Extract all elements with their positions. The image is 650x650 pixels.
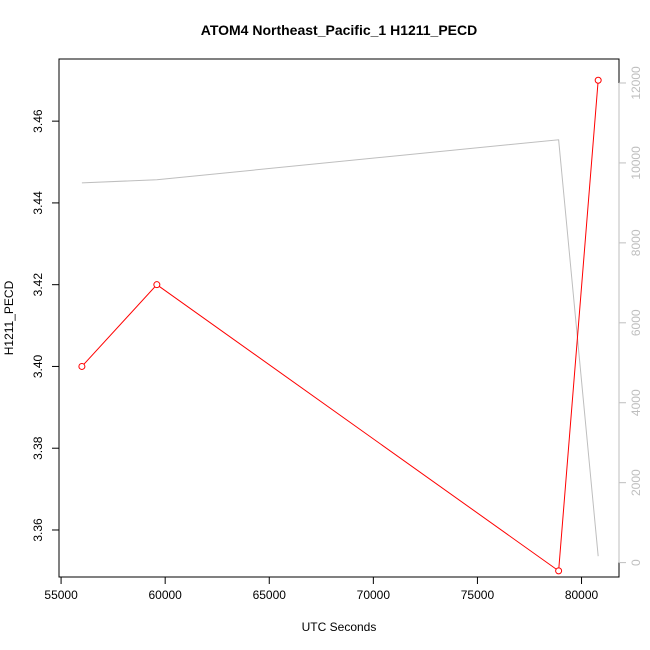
y-tick-label: 3.44 (31, 191, 45, 215)
series-layer (78, 76, 602, 575)
x-tick-label: 70000 (357, 588, 391, 602)
x-tick-label: 80000 (565, 588, 599, 602)
y-tick-label: 3.42 (31, 273, 45, 297)
y2-tick-label: 10000 (629, 146, 643, 180)
y-tick-label: 3.38 (31, 436, 45, 460)
data-point (594, 76, 602, 84)
x-axis: 55000 60000 65000 70000 75000 80000 (44, 576, 599, 602)
y-axis-right: 0 2000 4000 6000 8000 10000 12000 (618, 66, 643, 566)
x-tick-label: 65000 (253, 588, 287, 602)
x-tick-label: 75000 (461, 588, 495, 602)
y2-tick-label: 2000 (629, 469, 643, 496)
chart-title: ATOM4 Northeast_Pacific_1 H1211_PECD (201, 22, 478, 38)
y-axis-label: H1211_PECD (2, 280, 16, 355)
x-axis-label: UTC Seconds (302, 620, 377, 634)
y-tick-label: 3.46 (31, 109, 45, 133)
y-axis-left: 3.36 3.38 3.40 3.42 3.44 3.46 (31, 109, 60, 542)
y-tick-label: 3.40 (31, 354, 45, 378)
x-tick-label: 60000 (148, 588, 182, 602)
y2-tick-label: 8000 (629, 229, 643, 256)
y2-tick-label: 12000 (629, 66, 643, 100)
x-tick-label: 55000 (44, 588, 78, 602)
y2-tick-label: 6000 (629, 309, 643, 336)
series-line-left (81, 80, 599, 572)
y2-tick-label: 4000 (629, 389, 643, 416)
data-point (78, 362, 86, 370)
plot-frame (58, 58, 620, 578)
y-tick-label: 3.36 (31, 518, 45, 542)
data-point (153, 281, 161, 289)
series-line-right (81, 139, 599, 557)
y2-tick-label: 0 (629, 559, 643, 566)
data-point (555, 567, 563, 575)
